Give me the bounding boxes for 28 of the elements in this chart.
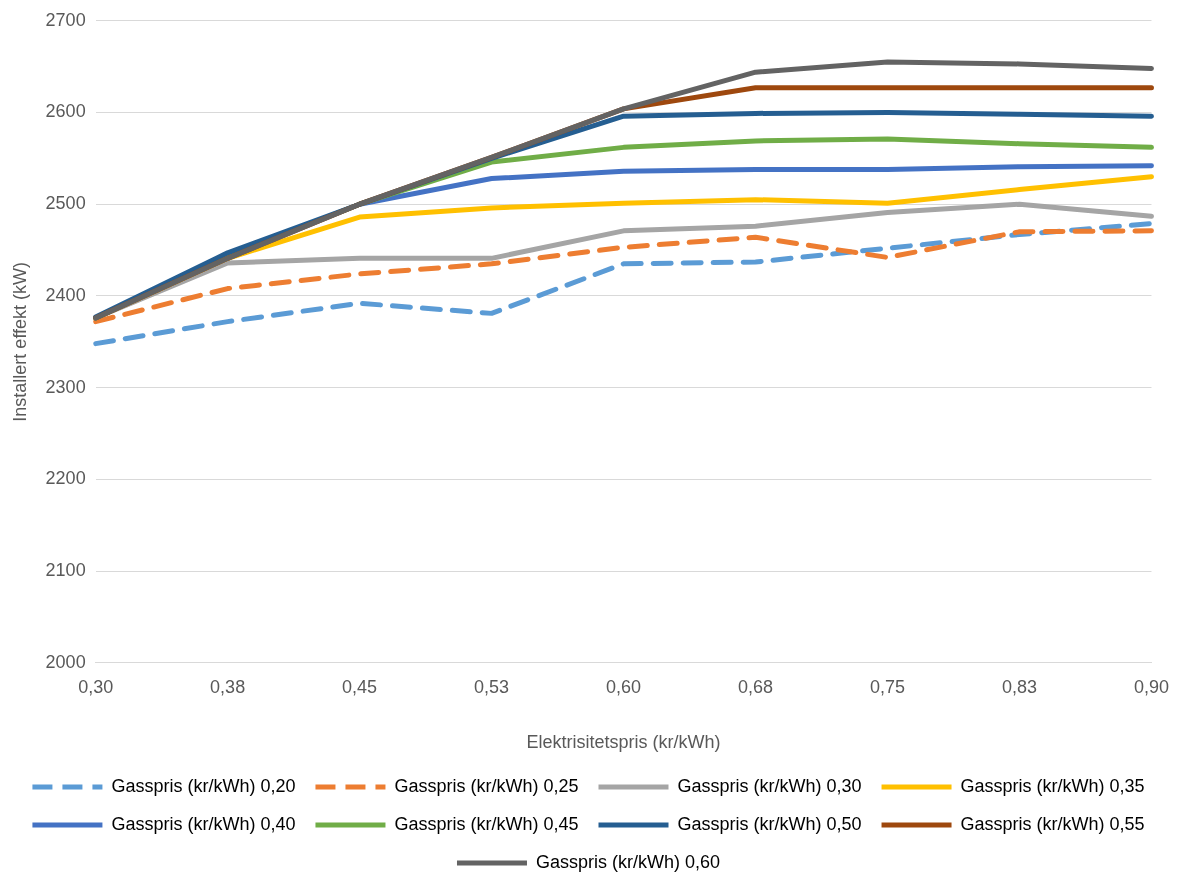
legend-label: Gasspris (kr/kWh) 0,40 [111,813,296,834]
y-tick-label: 2200 [45,468,86,489]
x-tick-label: 0,75 [870,676,906,697]
y-tick-label: 2400 [45,284,86,305]
y-tick-label: 2000 [45,651,86,672]
x-tick-label: 0,30 [78,676,114,697]
y-tick-label: 2700 [45,9,86,30]
y-tick-label: 2100 [45,560,86,581]
x-tick-label: 0,90 [1133,676,1170,697]
x-tick-label: 0,83 [1001,676,1038,697]
legend-label: Gasspris (kr/kWh) 0,45 [394,813,579,834]
x-tick-label: 0,60 [606,676,642,697]
x-axis-title: Elektrisitetspris (kr/kWh) [526,732,721,753]
legend-label: Gasspris (kr/kWh) 0,55 [960,813,1145,834]
x-tick-label: 0,68 [738,676,774,697]
legend-label: Gasspris (kr/kWh) 0,35 [960,775,1145,796]
y-tick-label: 2500 [45,193,86,214]
y-tick-label: 2300 [45,376,86,397]
x-tick-label: 0,53 [474,676,510,697]
y-tick-label: 2600 [45,101,86,122]
y-axis-title: Installert effekt (kW) [9,261,30,422]
legend-label: Gasspris (kr/kWh) 0,60 [535,851,721,872]
x-tick-label: 0,45 [342,676,378,697]
legend-label: Gasspris (kr/kWh) 0,50 [677,813,862,834]
legend-label: Gasspris (kr/kWh) 0,20 [111,775,296,796]
legend-label: Gasspris (kr/kWh) 0,25 [394,775,579,796]
x-tick-label: 0,38 [210,676,246,697]
legend-label: Gasspris (kr/kWh) 0,30 [677,775,862,796]
